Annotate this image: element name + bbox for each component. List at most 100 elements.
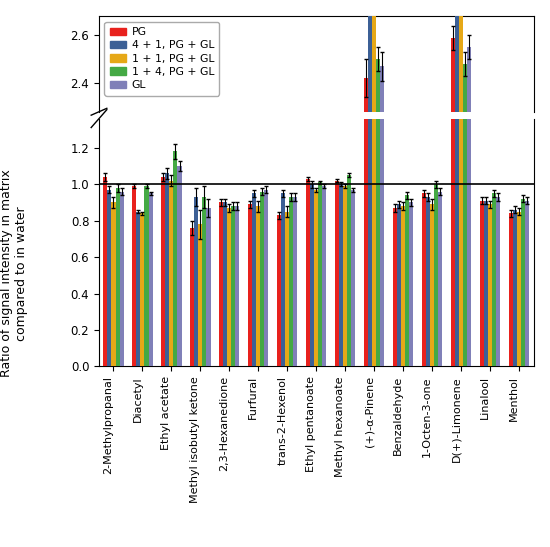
Bar bbox=[116, 422, 119, 547]
Bar bbox=[310, 417, 314, 547]
Bar bbox=[227, 448, 232, 547]
Bar bbox=[430, 204, 434, 366]
Bar bbox=[451, 38, 455, 547]
Bar bbox=[467, 0, 471, 366]
Bar bbox=[140, 455, 145, 547]
Bar bbox=[318, 182, 322, 366]
Bar bbox=[293, 197, 298, 366]
Bar bbox=[119, 426, 124, 547]
Bar bbox=[107, 190, 112, 366]
Bar bbox=[455, 0, 459, 366]
Bar bbox=[496, 434, 500, 547]
Bar bbox=[289, 197, 293, 366]
Bar bbox=[219, 441, 223, 547]
Bar bbox=[463, 0, 467, 366]
Bar bbox=[401, 445, 405, 547]
Bar bbox=[509, 213, 513, 366]
Bar bbox=[314, 424, 318, 547]
Bar bbox=[133, 186, 136, 366]
Bar bbox=[343, 419, 347, 547]
Bar bbox=[422, 193, 426, 366]
Bar bbox=[178, 166, 182, 366]
Bar bbox=[368, 0, 372, 366]
Bar bbox=[430, 443, 434, 547]
Bar bbox=[372, 0, 376, 547]
Bar bbox=[513, 210, 517, 366]
Bar bbox=[426, 197, 430, 366]
Bar bbox=[484, 438, 488, 547]
Bar bbox=[480, 201, 484, 366]
Bar bbox=[161, 408, 166, 547]
Bar bbox=[103, 177, 107, 366]
Bar bbox=[409, 441, 413, 547]
Bar bbox=[260, 191, 265, 366]
Bar bbox=[252, 193, 256, 366]
Bar bbox=[438, 426, 442, 547]
Bar bbox=[397, 443, 401, 547]
Bar bbox=[393, 208, 397, 366]
Bar bbox=[119, 191, 124, 366]
Bar bbox=[148, 193, 152, 366]
Bar bbox=[463, 64, 467, 547]
Bar bbox=[492, 193, 496, 366]
Bar bbox=[426, 434, 430, 547]
Bar bbox=[351, 190, 355, 366]
Bar bbox=[277, 457, 281, 547]
Bar bbox=[380, 67, 384, 547]
Bar bbox=[148, 429, 152, 547]
Bar bbox=[265, 190, 268, 366]
Bar bbox=[206, 208, 211, 366]
Bar bbox=[339, 184, 343, 366]
Bar bbox=[434, 417, 438, 547]
Bar bbox=[376, 0, 380, 366]
Bar bbox=[480, 438, 484, 547]
Bar bbox=[285, 212, 289, 366]
Legend: PG, 4 + 1, PG + GL, 1 + 1, PG + GL, 1 + 4, PG + GL, GL: PG, 4 + 1, PG + GL, 1 + 1, PG + GL, 1 + … bbox=[104, 22, 219, 96]
Bar bbox=[248, 204, 252, 366]
Bar bbox=[401, 206, 405, 366]
Bar bbox=[145, 419, 148, 547]
Bar bbox=[116, 188, 119, 366]
Bar bbox=[265, 424, 268, 547]
Bar bbox=[145, 186, 148, 366]
Bar bbox=[232, 206, 235, 366]
Bar bbox=[219, 202, 223, 366]
Bar bbox=[322, 419, 326, 547]
Bar bbox=[339, 417, 343, 547]
Bar bbox=[335, 412, 339, 547]
Bar bbox=[194, 197, 199, 366]
Bar bbox=[525, 201, 529, 366]
Bar bbox=[397, 204, 401, 366]
Bar bbox=[166, 173, 169, 366]
Bar bbox=[202, 197, 206, 366]
Bar bbox=[190, 228, 194, 366]
Bar bbox=[173, 374, 178, 547]
Bar bbox=[488, 443, 492, 547]
Bar bbox=[133, 419, 136, 547]
Bar bbox=[202, 434, 206, 547]
Bar bbox=[310, 184, 314, 366]
Bar bbox=[322, 186, 326, 366]
Bar bbox=[517, 452, 521, 547]
Bar bbox=[256, 206, 260, 366]
Bar bbox=[194, 434, 199, 547]
Bar bbox=[235, 445, 239, 547]
Bar bbox=[422, 429, 426, 547]
Bar bbox=[434, 184, 438, 366]
Bar bbox=[351, 424, 355, 547]
Bar bbox=[451, 0, 455, 366]
Bar bbox=[513, 450, 517, 547]
Bar bbox=[277, 215, 281, 366]
Bar bbox=[521, 436, 525, 547]
Bar bbox=[438, 191, 442, 366]
Text: Ratio of signal intensity in matrix
compared to in water: Ratio of signal intensity in matrix comp… bbox=[0, 170, 28, 377]
Bar bbox=[235, 206, 239, 366]
Bar bbox=[517, 212, 521, 366]
Bar bbox=[173, 152, 178, 366]
Bar bbox=[161, 177, 166, 366]
Bar bbox=[521, 199, 525, 366]
Bar bbox=[368, 0, 372, 547]
Bar bbox=[169, 412, 173, 547]
Bar bbox=[459, 0, 463, 547]
Bar bbox=[376, 59, 380, 547]
